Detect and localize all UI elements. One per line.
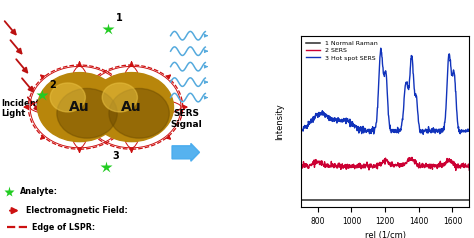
1 Normal Raman [328,199,334,202]
Text: Analyte:: Analyte: [20,187,58,196]
1 Normal Raman [466,199,472,202]
Text: Au: Au [121,100,142,114]
1 Normal Raman [298,199,304,202]
3 Hot spot SERS [328,119,334,122]
Line: 3 Hot spot SERS: 3 Hot spot SERS [301,48,469,134]
Text: 3: 3 [113,151,119,161]
Y-axis label: Intensity: Intensity [275,103,284,140]
2 SERS [374,164,380,167]
Text: Au: Au [69,100,90,114]
FancyArrow shape [172,143,200,161]
2 SERS [466,169,472,172]
3 Hot spot SERS [341,119,347,122]
1 Normal Raman [410,199,416,202]
1 Normal Raman [397,199,403,202]
3 Hot spot SERS [398,129,403,132]
2 SERS [425,164,431,167]
3 Hot spot SERS [411,78,417,80]
Text: Incident
Light: Incident Light [1,99,40,118]
Text: SERS
Signal: SERS Signal [171,109,202,129]
2 SERS [453,169,459,172]
2 SERS [409,156,415,159]
Circle shape [50,83,85,112]
3 Hot spot SERS [466,128,472,131]
2 SERS [298,164,304,167]
X-axis label: rel (1/cm): rel (1/cm) [365,231,406,238]
Text: Edge of LSPR:: Edge of LSPR: [32,223,95,232]
3 Hot spot SERS [425,130,431,133]
3 Hot spot SERS [378,47,383,50]
1 Normal Raman [374,199,380,202]
Circle shape [37,73,121,142]
3 Hot spot SERS [420,133,426,136]
2 SERS [341,166,347,169]
Text: 2: 2 [49,80,56,90]
Text: 1: 1 [116,13,122,23]
3 Hot spot SERS [298,128,304,131]
Line: 2 SERS: 2 SERS [301,157,469,170]
1 Normal Raman [425,199,430,202]
Circle shape [102,83,137,112]
3 Hot spot SERS [374,111,380,114]
Legend: 1 Normal Raman, 2 SERS, 3 Hot spot SERS: 1 Normal Raman, 2 SERS, 3 Hot spot SERS [304,39,379,62]
Circle shape [90,73,173,142]
2 SERS [328,166,334,169]
2 SERS [411,159,417,161]
1 Normal Raman [341,199,347,202]
Circle shape [109,89,169,138]
Text: Electromagnetic Field:: Electromagnetic Field: [26,206,128,215]
2 SERS [397,163,403,166]
Circle shape [57,89,117,138]
